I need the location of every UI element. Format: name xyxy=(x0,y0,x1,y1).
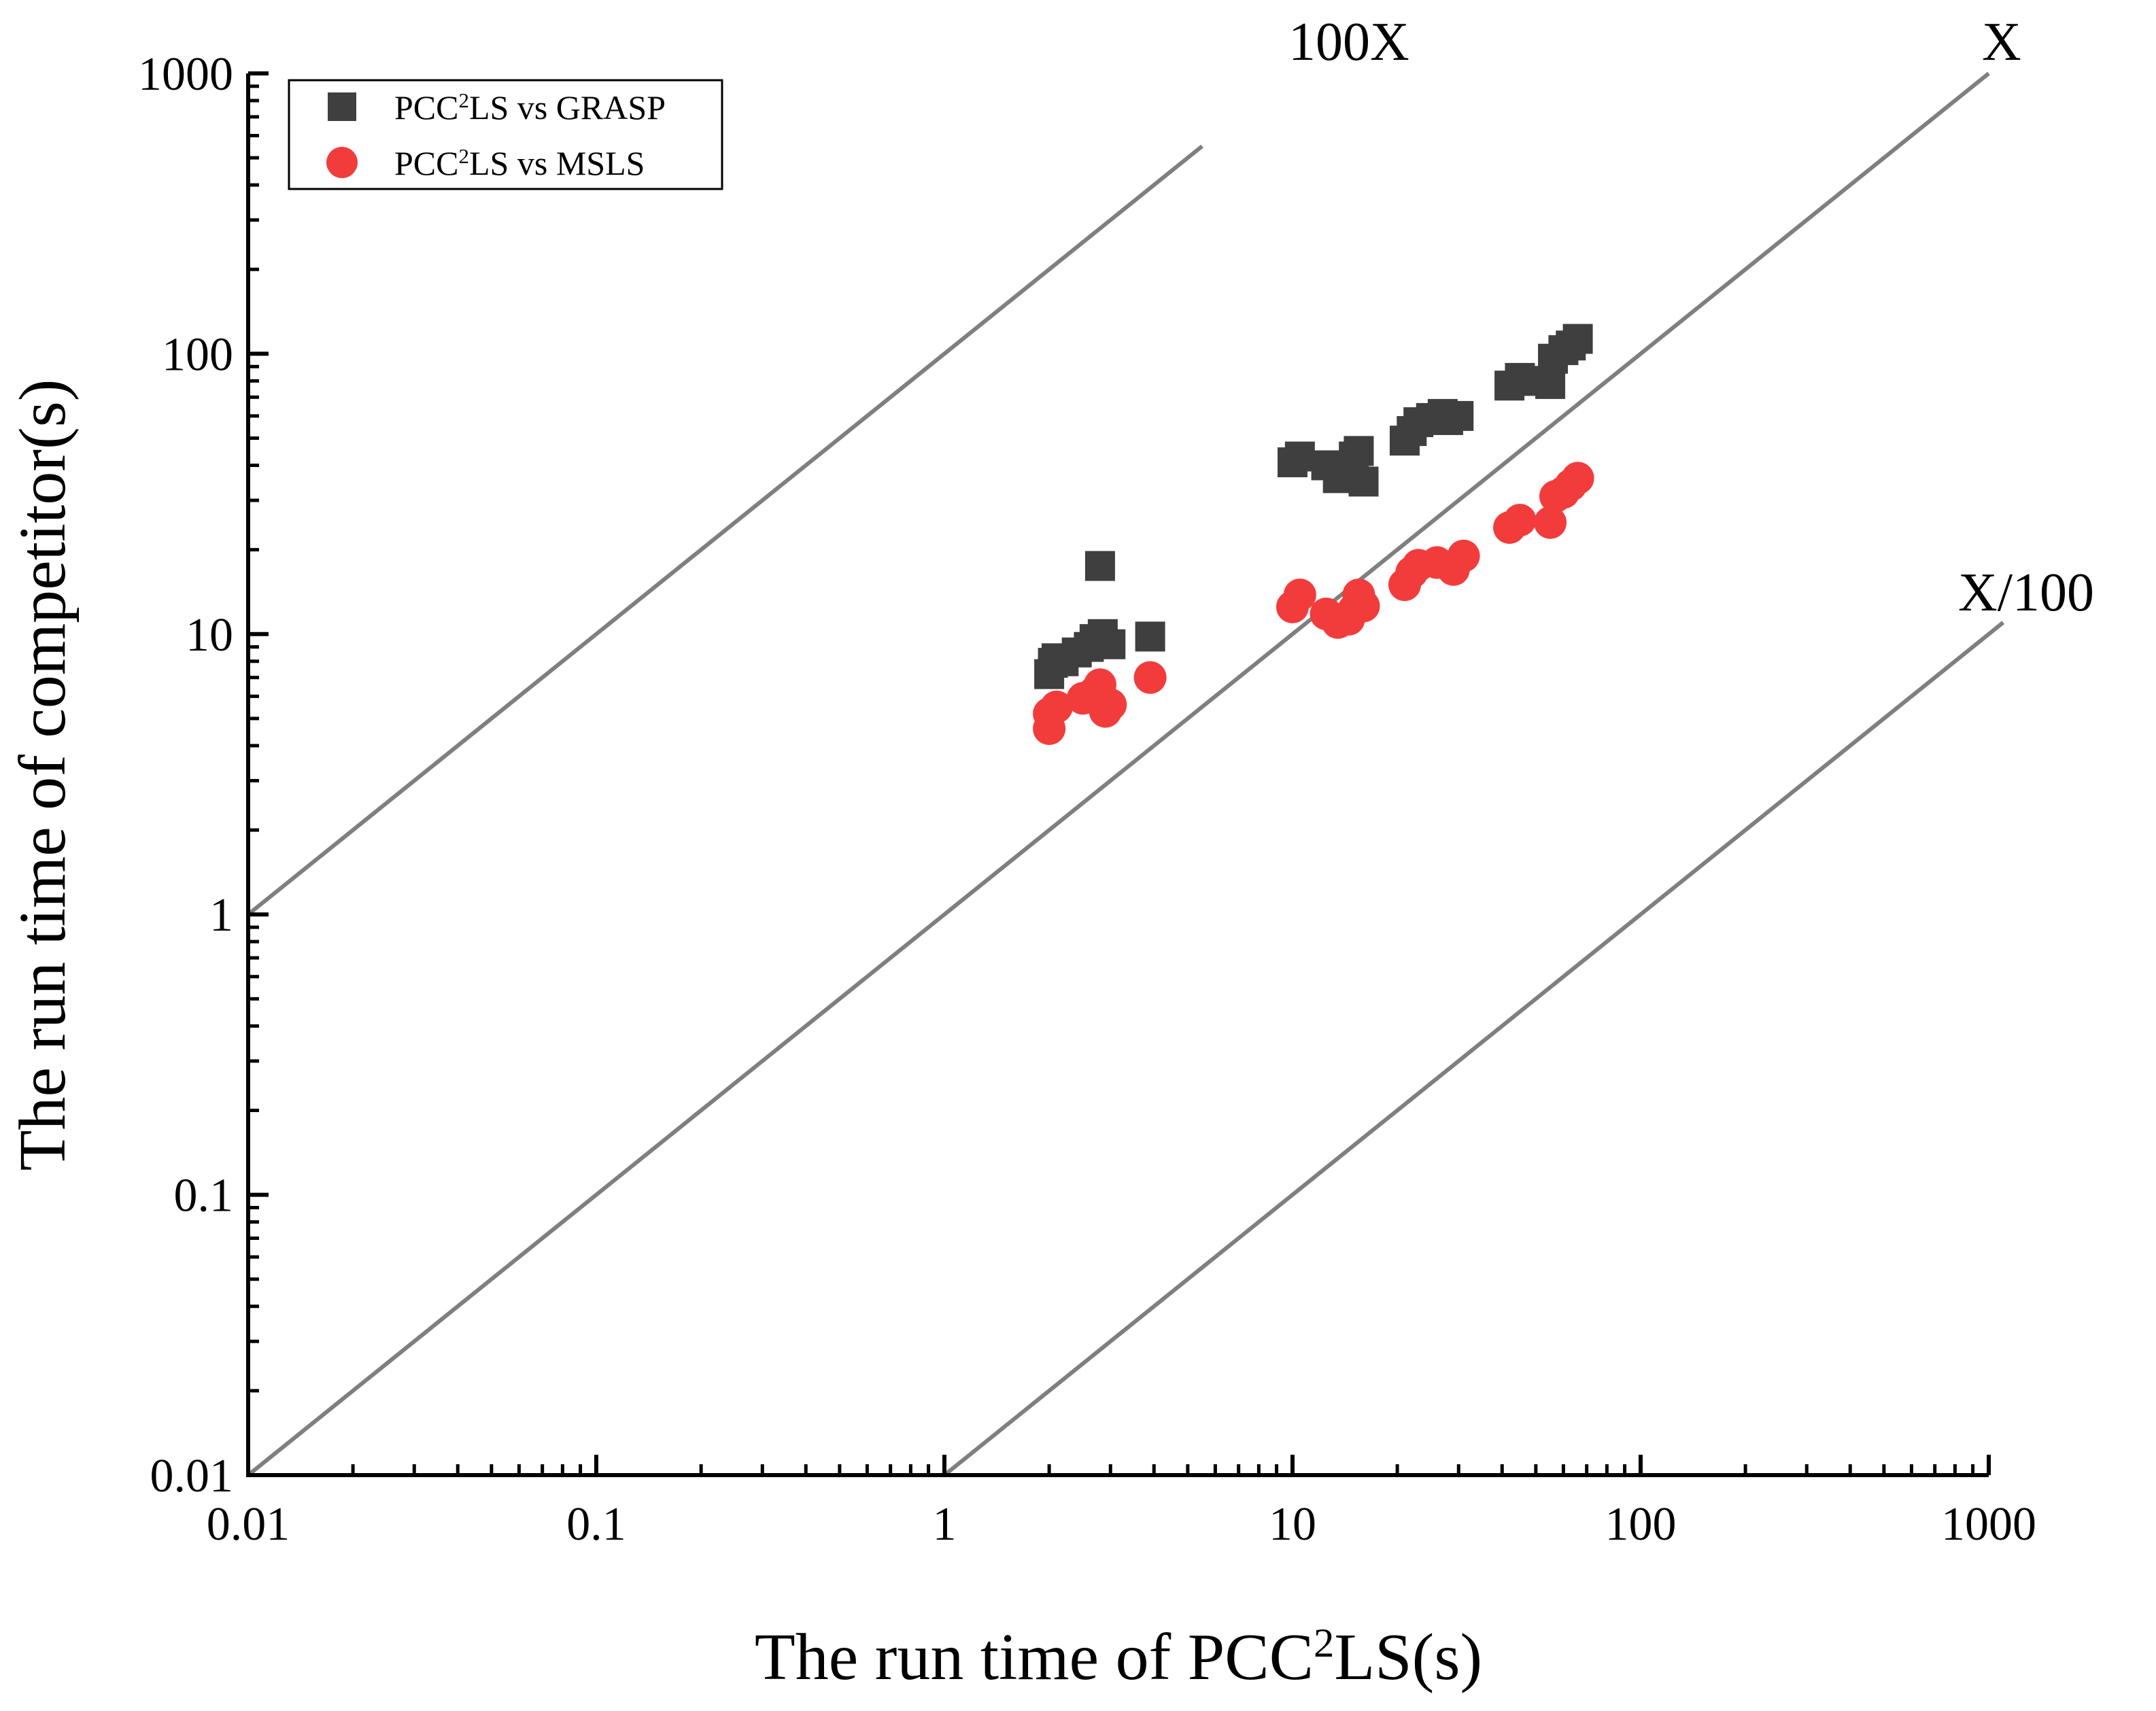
reference-line-label: 100X xyxy=(1288,12,1409,72)
data-points xyxy=(1033,324,1594,745)
grasp-point xyxy=(1443,400,1474,431)
reference-line-x xyxy=(247,71,1990,1477)
axes: 0.01 0.1 1 10 100 1000 0.01 0.1 1 10 100 1000 xyxy=(138,48,2036,1551)
reference-lines xyxy=(247,71,2005,1477)
axis-titles: The run time of PCC2LS(s) The run time of… xyxy=(6,379,1482,1694)
y-axis-title: The run time of competitor(s) xyxy=(6,379,80,1171)
grasp-point xyxy=(1562,324,1593,354)
msls-point xyxy=(1040,690,1073,723)
y-tick-label: 1000 xyxy=(138,48,233,101)
msls-point xyxy=(1283,578,1316,612)
x-tick-label: 10 xyxy=(1269,1498,1316,1551)
msls-point xyxy=(1133,661,1167,694)
msls-point xyxy=(1503,504,1537,537)
grasp-point xyxy=(1095,629,1126,659)
reference-line-labels: 100X X X/100 xyxy=(1288,12,2094,623)
msls-point xyxy=(1094,688,1127,721)
legend: PCC2LS vs GRASP PCC2LS vs MSLS xyxy=(288,79,723,190)
reference-line-100x xyxy=(247,144,1203,916)
msls-point xyxy=(1347,589,1380,623)
series-grasp xyxy=(1034,324,1593,689)
reference-line-label: X xyxy=(1982,12,2021,72)
y-tick-label: 10 xyxy=(186,609,233,661)
reference-line-label: X/100 xyxy=(1958,563,2094,623)
legend-label: PCC2LS vs GRASP xyxy=(394,88,666,127)
series-msls xyxy=(1033,462,1594,745)
msls-point xyxy=(1561,462,1594,495)
x-tick-label: 1000 xyxy=(1941,1498,2036,1551)
grasp-point xyxy=(1535,368,1566,399)
x-tick-label: 1 xyxy=(933,1498,957,1551)
x-axis-title: The run time of PCC2LS(s) xyxy=(755,1621,1482,1695)
msls-point xyxy=(1447,539,1480,572)
x-tick-label: 0.1 xyxy=(566,1498,626,1551)
x-tick-label: 100 xyxy=(1605,1498,1677,1551)
y-tick-label: 100 xyxy=(162,328,233,381)
legend-label: PCC2LS vs MSLS xyxy=(394,144,645,183)
y-tick-label: 1 xyxy=(209,889,233,941)
grasp-point xyxy=(1344,436,1374,466)
grasp-point xyxy=(1284,441,1315,472)
grasp-point xyxy=(1135,621,1165,652)
legend-square-marker xyxy=(328,92,356,121)
grasp-point xyxy=(1348,466,1379,497)
legend-circle-marker xyxy=(326,147,358,178)
msls-point xyxy=(1534,506,1567,539)
grasp-point xyxy=(1084,551,1115,581)
y-tick-label: 0.01 xyxy=(150,1450,234,1502)
legend-box xyxy=(288,79,723,190)
reference-line-x-over-100 xyxy=(943,621,2005,1477)
y-tick-label: 0.1 xyxy=(174,1170,234,1222)
x-tick-label: 0.01 xyxy=(207,1498,290,1551)
